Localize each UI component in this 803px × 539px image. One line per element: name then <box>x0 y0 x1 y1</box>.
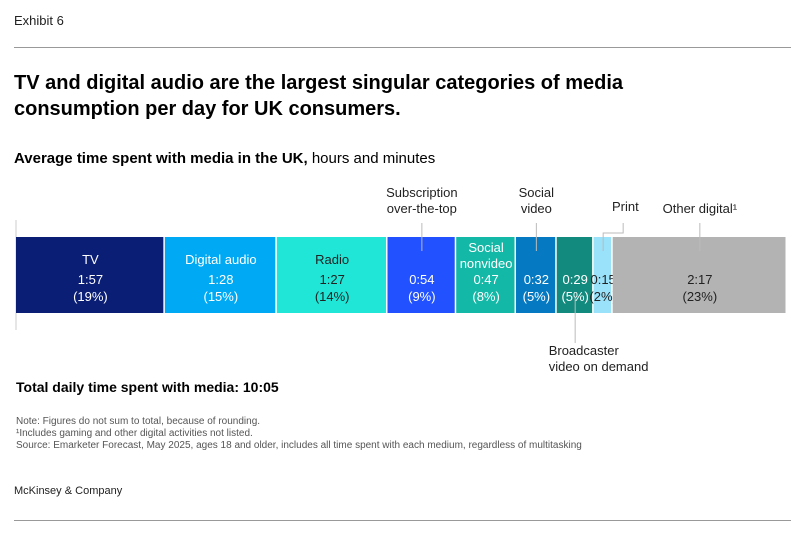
segment-label: video on demand <box>549 359 649 374</box>
segment-value: 0:47 <box>473 272 498 287</box>
segment-label: nonvideo <box>460 256 513 271</box>
bar-segment <box>593 237 612 313</box>
segment-percent: (8%) <box>472 289 499 304</box>
segment-percent: (9%) <box>408 289 435 304</box>
chart-title: TV and digital audio are the largest sin… <box>14 72 624 120</box>
segment-label: Radio <box>315 252 349 267</box>
segment-percent: (14%) <box>315 289 350 304</box>
brand-logo: McKinsey & Company <box>14 485 123 497</box>
total-time: Total daily time spent with media: 10:05 <box>16 379 279 395</box>
chart-subtitle: Average time spent with media in the UK,… <box>14 150 435 167</box>
bottom-divider <box>14 520 791 521</box>
bar-segment <box>276 237 387 313</box>
segment-value: 0:32 <box>524 272 549 287</box>
stacked-bar-chart: TV 1:57 (19%) Digital audio 1:28 (15%) Radio 1:… <box>15 185 786 374</box>
segment-percent: (19%) <box>73 289 108 304</box>
bar-segment <box>16 237 164 313</box>
segment-value: 1:27 <box>320 272 345 287</box>
bar-segment <box>516 237 556 313</box>
segment-label: Digital audio <box>185 252 257 267</box>
segment-value: 0:29 <box>563 272 588 287</box>
note-other-digital: ¹Includes gaming and other digital activ… <box>16 428 253 439</box>
segment-value: 1:57 <box>78 272 103 287</box>
segment-percent: (23%) <box>683 289 718 304</box>
segment-value: 0:15 <box>590 272 615 287</box>
segment-label: Subscription <box>386 185 458 200</box>
segment-percent: (5%) <box>561 289 588 304</box>
leader-line <box>602 223 624 251</box>
subtitle-bold: Average time spent with media in the UK, <box>14 150 308 167</box>
segment-percent: (2%) <box>589 289 616 304</box>
segment-value: 0:54 <box>409 272 434 287</box>
footnotes: Note: Figures do not sum to total, becau… <box>16 416 582 452</box>
bar-segment <box>612 237 786 313</box>
segment-percent: (5%) <box>523 289 550 304</box>
segment-label: Other digital¹ <box>663 201 738 216</box>
segment-value: 1:28 <box>208 272 233 287</box>
bar-segment <box>556 237 593 313</box>
segment-label: Social <box>519 185 555 200</box>
segment-label: over-the-top <box>387 201 457 216</box>
note-rounding: Note: Figures do not sum to total, becau… <box>16 416 261 427</box>
top-divider <box>14 47 791 48</box>
bar-segment <box>164 237 276 313</box>
segment-label: Broadcaster <box>549 343 620 358</box>
exhibit-label: Exhibit 6 <box>14 13 64 28</box>
bar-segment <box>387 237 455 313</box>
segment-label: TV <box>82 252 99 267</box>
segment-label: Print <box>612 199 639 214</box>
segment-label: video <box>521 201 552 216</box>
segment-label: Social <box>468 240 504 255</box>
segment-value: 2:17 <box>687 272 712 287</box>
bar-segment <box>456 237 515 313</box>
subtitle-unit: hours and minutes <box>307 150 436 167</box>
segment-percent: (15%) <box>203 289 238 304</box>
note-source: Source: Emarketer Forecast, May 2025, ag… <box>16 440 582 451</box>
